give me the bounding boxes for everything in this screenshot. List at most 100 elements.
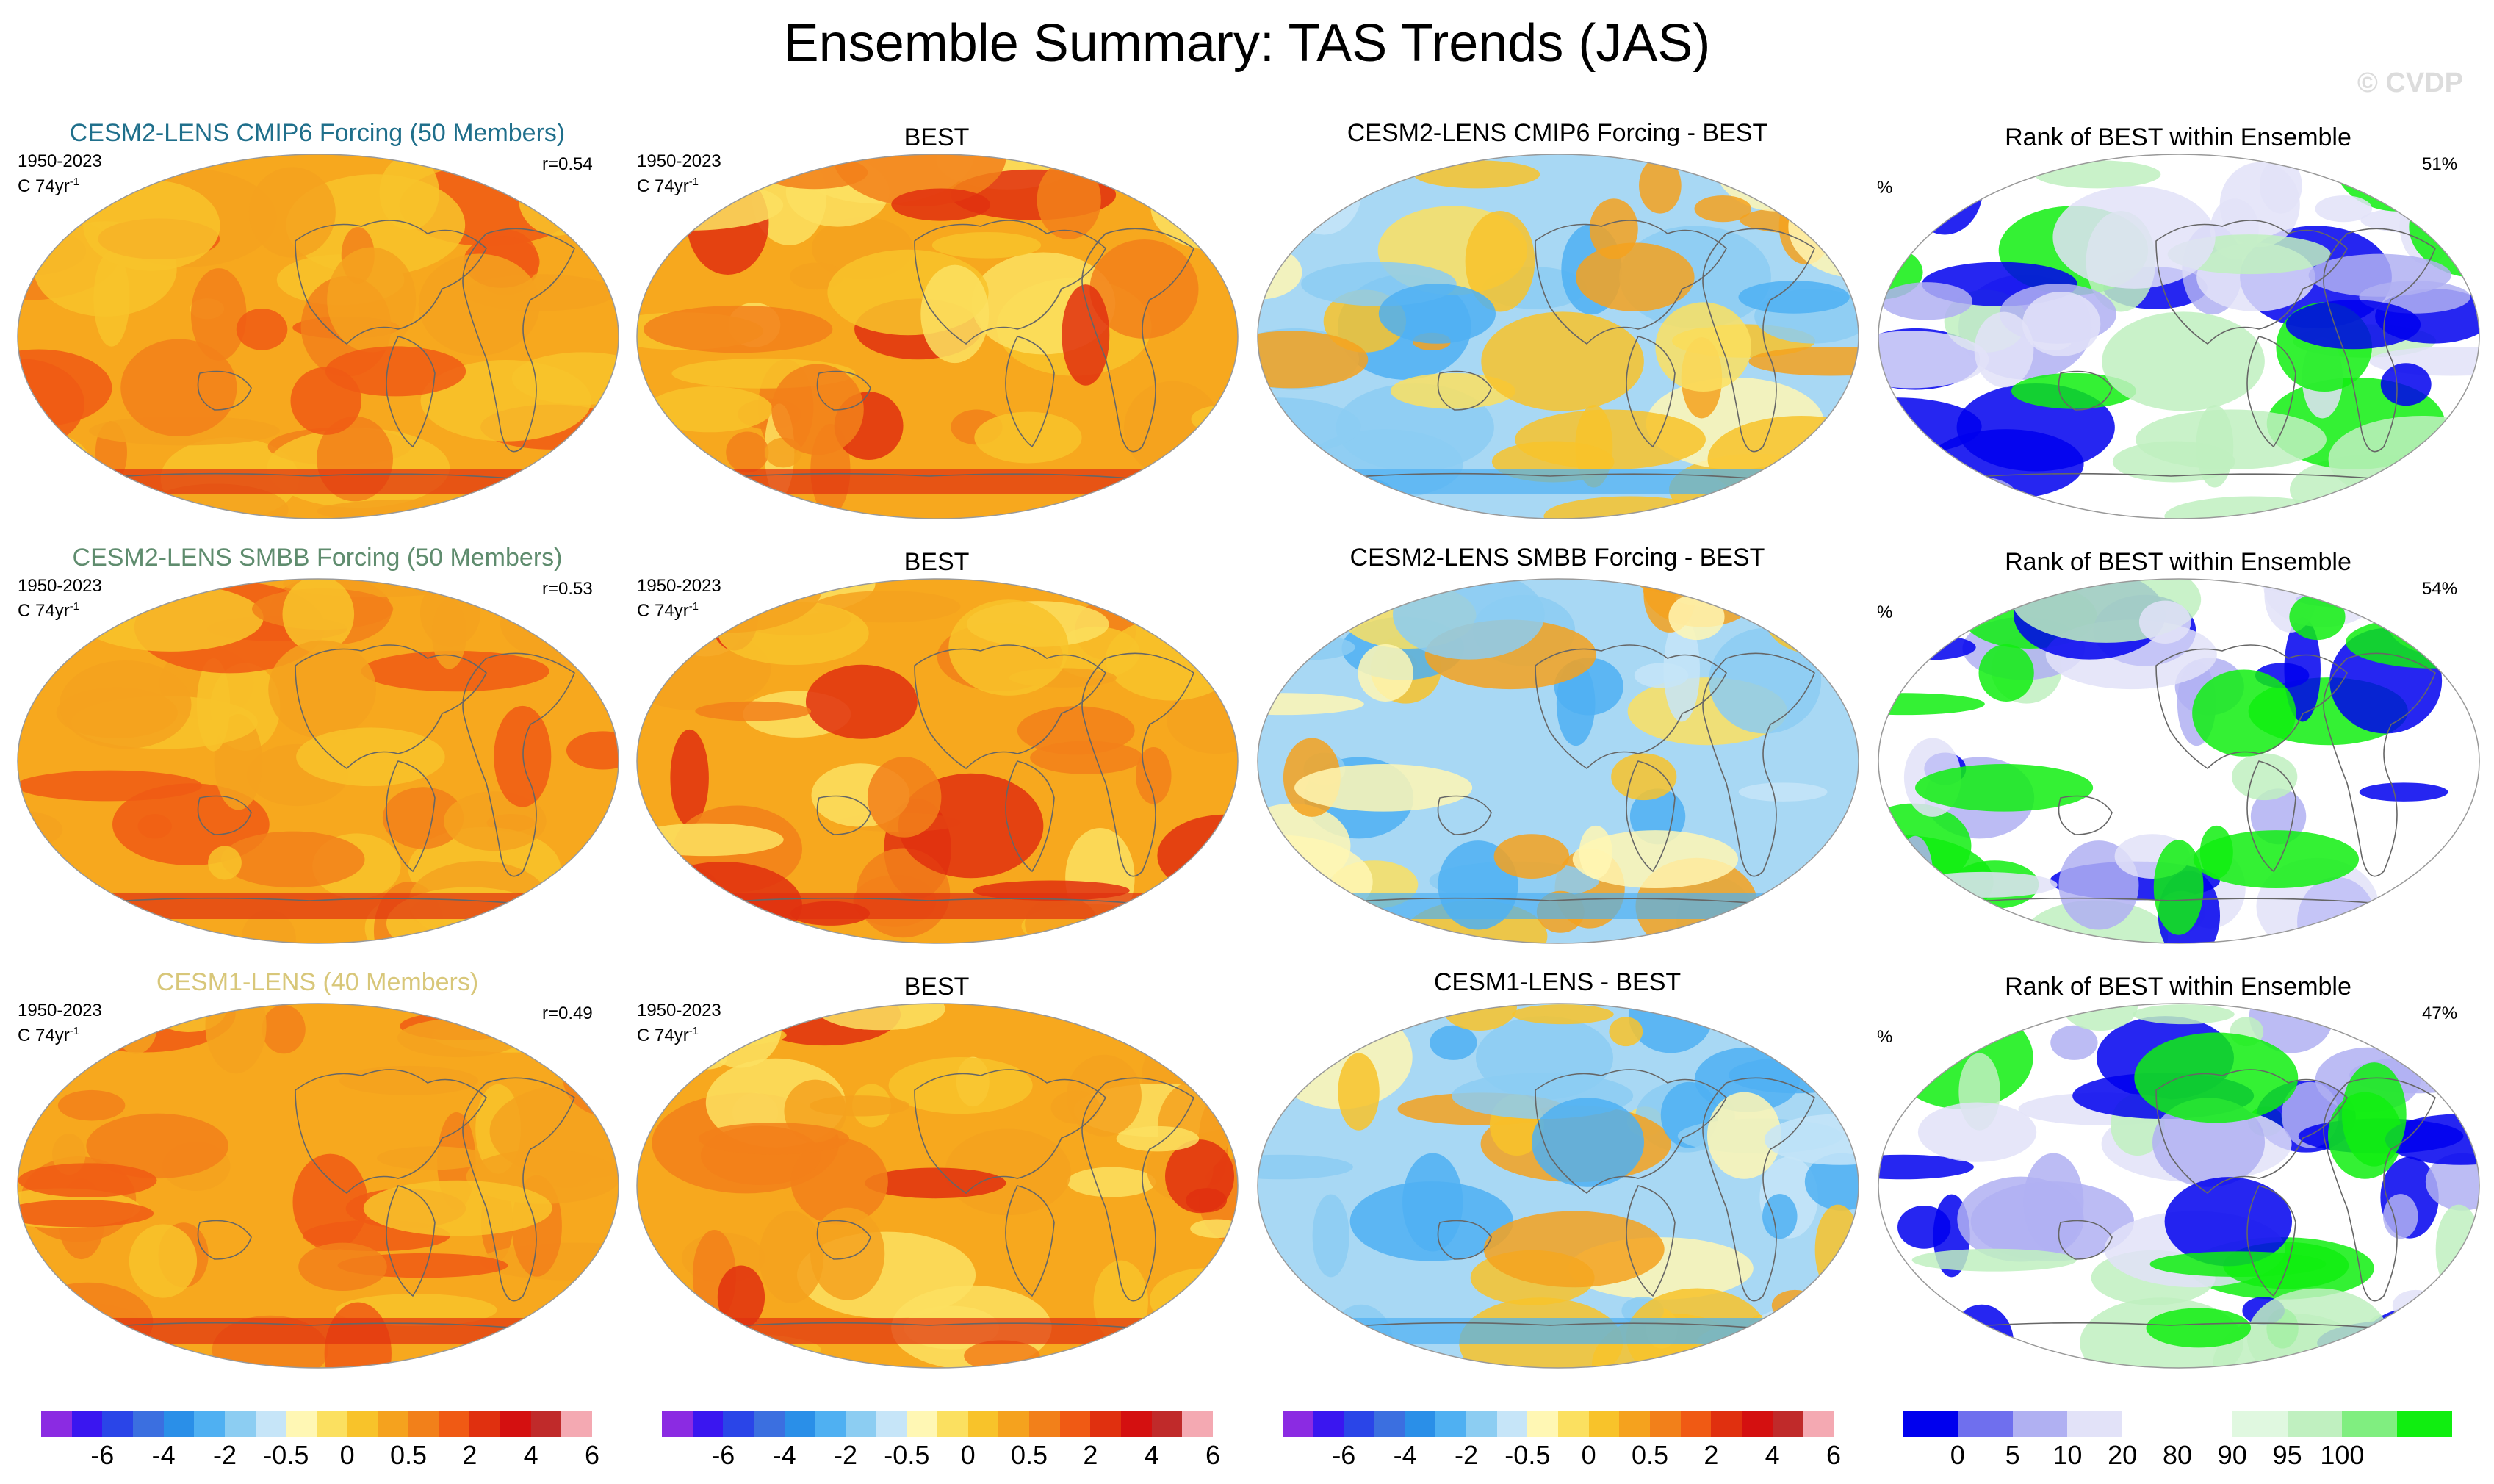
- units-label: C 74yr-1: [637, 597, 721, 622]
- coastline: [2323, 652, 2436, 877]
- southern-ocean-band: [18, 469, 619, 494]
- field-patch: [376, 1146, 489, 1170]
- coastline: [197, 1220, 252, 1260]
- field-patch: [2133, 1004, 2235, 1025]
- rank-map: [1878, 154, 2480, 519]
- field-patch: [891, 188, 990, 221]
- coastline: [914, 1069, 1106, 1195]
- colorbar-swatch: [876, 1411, 907, 1437]
- colorbar-swatch: [255, 1411, 286, 1437]
- units-label: C 74yr-1: [637, 1021, 721, 1046]
- colorbar-swatch: [1466, 1411, 1497, 1437]
- colorbar-swatch: [378, 1411, 409, 1437]
- map-outline: [1257, 578, 1859, 944]
- field-patch: [18, 432, 94, 507]
- field-patch: [1639, 157, 1682, 214]
- field-patch: [1050, 1090, 1100, 1124]
- field-patch: [2423, 155, 2479, 210]
- model-map: [17, 1003, 619, 1369]
- field-patch: [805, 664, 918, 739]
- field-patch: [327, 247, 417, 353]
- diff-panel-title: CESM2-LENS SMBB Forcing - BEST: [1349, 544, 1765, 572]
- field-patch: [76, 583, 264, 652]
- field-patch: [639, 436, 696, 461]
- diff-map: [1257, 154, 1859, 519]
- coastline: [914, 644, 1106, 770]
- field-patch: [1740, 206, 1859, 234]
- field-patch: [18, 770, 202, 802]
- colorbar-swatch: [1650, 1411, 1681, 1437]
- field-patch: [560, 897, 619, 943]
- colorbar-tick-label: -4: [1393, 1440, 1417, 1470]
- map-outline: [17, 154, 619, 519]
- colorbar-swatch: [561, 1411, 593, 1437]
- diff-panel-title: CESM1-LENS - BEST: [1433, 968, 1682, 996]
- southern-ocean-band: [18, 1318, 619, 1344]
- field-patch: [1738, 782, 1828, 802]
- period-label: 1950-2023: [18, 1001, 102, 1020]
- field-patch: [1167, 472, 1238, 500]
- field-patch: [1634, 663, 1689, 688]
- field-patch: [1878, 154, 1951, 200]
- field-patch: [1493, 834, 1570, 879]
- field-patch: [1576, 242, 1695, 312]
- units-base: C 74yr: [18, 601, 70, 621]
- units-exponent: -1: [688, 1025, 699, 1037]
- field-patch: [2382, 903, 2465, 943]
- field-patch: [1258, 1154, 1353, 1180]
- field-patch: [1780, 156, 1837, 203]
- field-patch: [1748, 346, 1859, 376]
- field-patch: [1763, 579, 1859, 654]
- colorbar-tick-label: 0.5: [1010, 1440, 1048, 1470]
- southern-ocean-band: [1258, 1318, 1859, 1344]
- period-units-label: 1950-2023 C 74yr-1: [637, 151, 721, 197]
- field-patch: [637, 823, 784, 857]
- field-patch: [2164, 1177, 2293, 1267]
- units-label: C 74yr-1: [18, 597, 102, 622]
- coastline: [1081, 228, 1194, 453]
- period-units-label: 1950-2023 C 74yr-1: [18, 576, 102, 622]
- field-patch: [2401, 156, 2457, 203]
- colorbar-tick-label: -0.5: [263, 1440, 309, 1470]
- coastline: [1702, 1077, 1815, 1302]
- coastline: [1702, 652, 1815, 877]
- field-patch: [248, 167, 336, 258]
- field-patch: [2358, 1314, 2403, 1368]
- field-patch: [1572, 830, 1739, 889]
- colorbar-swatch: [2397, 1411, 2452, 1437]
- field-patch: [2193, 830, 2360, 889]
- southern-ocean-band: [1258, 893, 1859, 919]
- colorbar-swatch: [1772, 1411, 1803, 1437]
- field-patch: [2431, 1320, 2479, 1342]
- colorbar-tick-label: -2: [212, 1440, 237, 1470]
- obs-panel-title: BEST: [904, 973, 970, 1001]
- field-patch: [2341, 1062, 2407, 1167]
- field-patch: [129, 1224, 198, 1298]
- units-label: C 74yr-1: [18, 1021, 102, 1046]
- units-base: C 74yr: [637, 176, 689, 196]
- field-patch: [1878, 693, 1985, 716]
- period-units-label: 1950-2023 C 74yr-1: [637, 1001, 721, 1046]
- colorbar-tick-label: -6: [1332, 1440, 1356, 1470]
- field-patch: [1908, 871, 2058, 898]
- correlation-value: r=0.49: [542, 1004, 593, 1023]
- field-patch: [2146, 1308, 2252, 1348]
- field-patch: [1878, 331, 1989, 389]
- field-patch: [2153, 840, 2204, 935]
- colorbar-tick-label: 80: [2162, 1440, 2193, 1470]
- southern-ocean-band: [637, 1318, 1238, 1344]
- field-patch: [298, 1242, 387, 1292]
- field-patch: [1338, 1053, 1380, 1131]
- field-patch: [2360, 206, 2479, 234]
- colorbar-tick-label: -6: [90, 1440, 115, 1470]
- field-patch: [221, 831, 365, 888]
- colorbar-tick-label: 100: [2320, 1440, 2365, 1470]
- coastline: [1437, 1220, 1492, 1260]
- field-patch: [1804, 1153, 1859, 1211]
- field-patch: [2246, 1288, 2389, 1368]
- field-patch: [236, 309, 288, 350]
- field-patch: [339, 1065, 479, 1095]
- field-patch: [420, 360, 591, 442]
- field-patch: [2434, 869, 2479, 943]
- map-outline: [17, 578, 619, 944]
